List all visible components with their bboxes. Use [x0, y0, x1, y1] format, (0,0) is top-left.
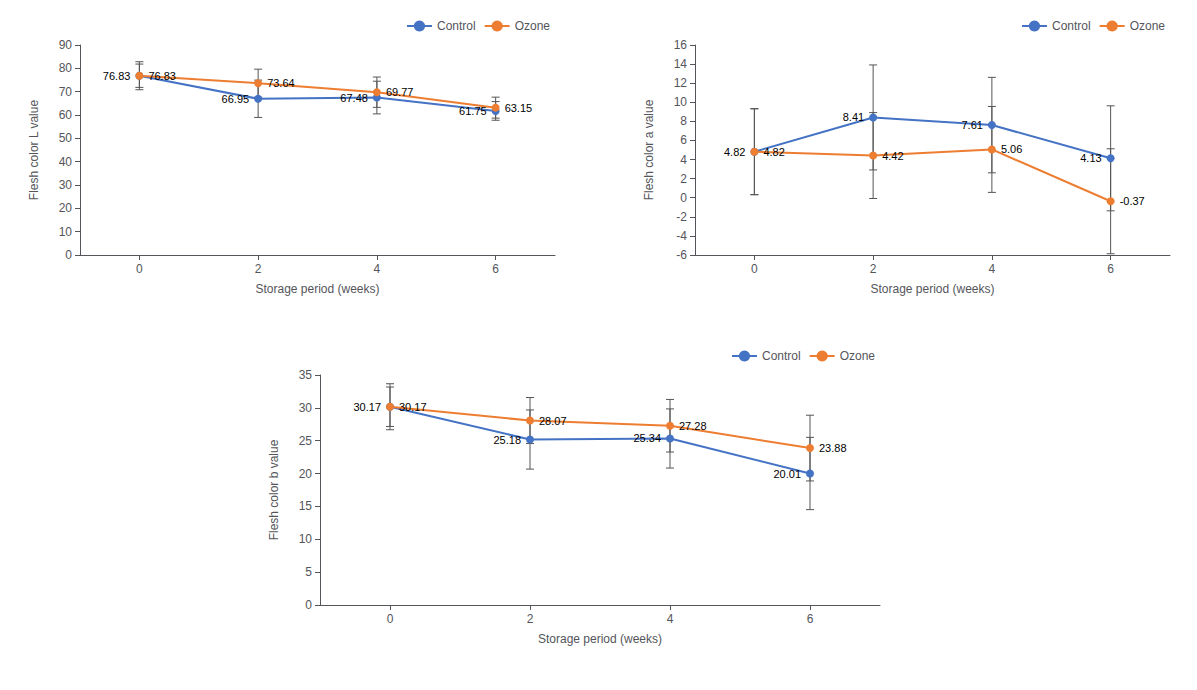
svg-text:0: 0 [65, 248, 72, 262]
svg-text:50: 50 [59, 131, 73, 145]
svg-text:67.48: 67.48 [340, 92, 368, 104]
svg-text:63.15: 63.15 [505, 102, 533, 114]
svg-text:0: 0 [387, 612, 394, 626]
svg-text:2: 2 [680, 172, 687, 186]
svg-text:30.17: 30.17 [353, 401, 381, 413]
svg-text:Flesh color L value: Flesh color L value [27, 100, 41, 201]
svg-text:2: 2 [527, 612, 534, 626]
svg-text:16: 16 [674, 38, 688, 52]
svg-text:25.34: 25.34 [633, 432, 661, 444]
svg-text:20: 20 [299, 467, 313, 481]
svg-text:Storage period (weeks): Storage period (weeks) [870, 282, 994, 296]
svg-text:2: 2 [870, 262, 877, 276]
svg-text:12: 12 [674, 76, 688, 90]
svg-text:4.82: 4.82 [763, 146, 784, 158]
svg-text:-6: -6 [676, 248, 687, 262]
svg-text:15: 15 [299, 499, 313, 513]
svg-text:-0.37: -0.37 [1120, 195, 1145, 207]
svg-text:73.64: 73.64 [267, 77, 295, 89]
svg-text:-4: -4 [676, 229, 687, 243]
svg-text:20: 20 [59, 201, 73, 215]
svg-text:4.13: 4.13 [1080, 152, 1101, 164]
svg-text:5.06: 5.06 [1001, 143, 1022, 155]
svg-text:14: 14 [674, 57, 688, 71]
svg-text:66.95: 66.95 [222, 93, 250, 105]
svg-text:2: 2 [255, 262, 262, 276]
svg-text:5: 5 [305, 565, 312, 579]
svg-text:35: 35 [299, 368, 313, 382]
svg-text:7.61: 7.61 [961, 119, 982, 131]
svg-text:25.18: 25.18 [493, 434, 521, 446]
svg-text:28.07: 28.07 [539, 415, 567, 427]
svg-text:Flesh color a value: Flesh color a value [642, 99, 656, 200]
svg-text:0: 0 [751, 262, 758, 276]
svg-text:20.01: 20.01 [773, 468, 801, 480]
svg-text:4: 4 [667, 612, 674, 626]
svg-text:10: 10 [299, 532, 313, 546]
svg-text:Storage period (weeks): Storage period (weeks) [538, 632, 662, 646]
svg-text:Control: Control [1052, 19, 1091, 33]
svg-text:69.77: 69.77 [386, 86, 414, 98]
svg-text:30: 30 [299, 401, 313, 415]
svg-text:Flesh color b value: Flesh color b value [267, 439, 281, 540]
svg-text:25: 25 [299, 434, 313, 448]
svg-text:61.75: 61.75 [459, 105, 487, 117]
svg-text:10: 10 [674, 95, 688, 109]
svg-text:70: 70 [59, 85, 73, 99]
svg-text:4: 4 [989, 262, 996, 276]
svg-text:6: 6 [680, 133, 687, 147]
svg-text:Storage period (weeks): Storage period (weeks) [255, 282, 379, 296]
svg-text:23.88: 23.88 [819, 442, 847, 454]
svg-text:4: 4 [680, 153, 687, 167]
svg-text:Control: Control [762, 349, 801, 363]
svg-text:6: 6 [492, 262, 499, 276]
svg-text:4.42: 4.42 [882, 150, 903, 162]
svg-text:8.41: 8.41 [843, 111, 864, 123]
svg-text:Control: Control [437, 19, 476, 33]
svg-text:6: 6 [807, 612, 814, 626]
svg-text:90: 90 [59, 38, 73, 52]
svg-text:Ozone: Ozone [1130, 19, 1166, 33]
svg-text:10: 10 [59, 225, 73, 239]
svg-text:60: 60 [59, 108, 73, 122]
svg-text:30.17: 30.17 [399, 401, 427, 413]
svg-text:6: 6 [1107, 262, 1114, 276]
svg-text:80: 80 [59, 61, 73, 75]
svg-text:76.83: 76.83 [148, 70, 176, 82]
svg-text:4: 4 [374, 262, 381, 276]
svg-text:0: 0 [136, 262, 143, 276]
svg-text:0: 0 [680, 191, 687, 205]
svg-text:27.28: 27.28 [679, 420, 707, 432]
svg-text:0: 0 [305, 598, 312, 612]
svg-text:30: 30 [59, 178, 73, 192]
svg-text:40: 40 [59, 155, 73, 169]
svg-text:4.82: 4.82 [724, 146, 745, 158]
svg-text:Ozone: Ozone [840, 349, 876, 363]
svg-text:76.83: 76.83 [103, 70, 131, 82]
svg-text:-2: -2 [676, 210, 687, 224]
svg-text:Ozone: Ozone [515, 19, 551, 33]
svg-text:8: 8 [680, 114, 687, 128]
